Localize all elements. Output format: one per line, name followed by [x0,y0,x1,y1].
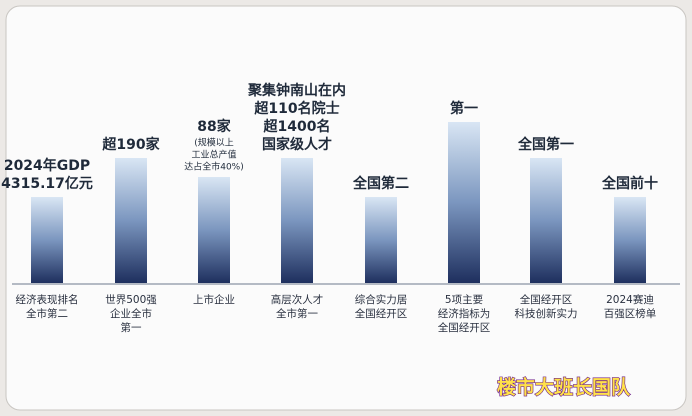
bar-label: 聚集钟南山在内 [247,82,346,99]
bar-label: 超110名院士 [253,100,339,117]
category-label: 2024赛迪 [606,293,654,306]
category-label: 全国经开区 [355,307,408,320]
bar [281,158,313,283]
bar [198,177,230,283]
category-label: 全国经开区 [520,293,573,306]
bar [115,158,147,283]
category-label: 世界500强 [105,294,157,306]
category-label: 综合实力居 [355,293,408,306]
category-label: 全市第二 [26,307,68,320]
bar-note: 达占全市40%) [184,161,244,173]
category-label: 经济表现排名 [16,293,79,306]
bar-label: 2024年GDP [4,157,90,174]
bar-note: (规模以上 [194,138,234,149]
watermark: 楼市大班长国队 [497,376,631,399]
bar [530,158,562,283]
category-label: 第一 [121,321,142,334]
bar-label: 全国第一 [517,136,574,153]
bar-label: 国家级人才 [262,136,332,153]
bar [31,197,63,283]
category-label: 企业全市 [110,307,152,320]
bar-label: 全国前十 [601,175,658,192]
bar-label: 全国第二 [352,175,409,192]
category-label: 全市第一 [276,307,318,320]
bar-note: 工业总产值 [191,149,236,161]
category-label: 经济指标为 [438,307,491,320]
category-label: 全国经开区 [438,321,491,334]
category-label: 科技创新实力 [515,307,578,320]
bar-label: 超1400名 [263,118,331,135]
bar-label: 4315.17亿元 [1,175,93,192]
bar [448,122,480,283]
bar-label: 超190家 [101,136,160,153]
category-label: 百强区榜单 [604,307,657,320]
bar [614,197,646,283]
category-label: 高层次人才 [271,293,324,306]
panel [5,5,687,411]
category-label: 上市企业 [193,293,235,306]
bar-label: 88家 [197,118,231,135]
bar-label: 第一 [450,100,478,117]
bar [365,197,397,283]
category-label: 5项主要 [445,294,483,306]
